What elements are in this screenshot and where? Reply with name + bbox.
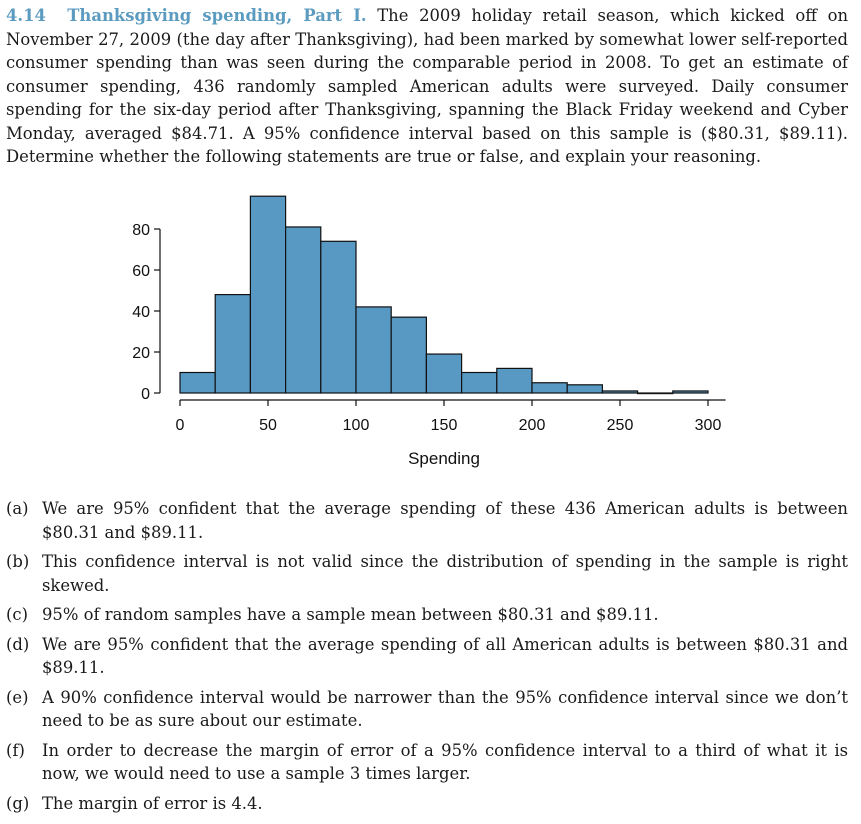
question-part-text: This confidence interval is not valid si… [42, 552, 848, 595]
question-part-label: (c) [6, 605, 28, 624]
exercise-title: Thanksgiving spending, Part I. [67, 6, 367, 25]
question-part: (e) A 90% confidence interval would be na… [6, 686, 848, 733]
question-part-text: A 90% confidence interval would be narro… [42, 687, 848, 731]
question-part: (c) 95% of random samples have a sample m… [6, 603, 848, 627]
x-tick-label: 150 [431, 417, 458, 434]
exercise-body: The 2009 holiday retail season, which ki… [6, 6, 848, 166]
question-part-label: (b) [6, 552, 30, 571]
histogram-bar [390, 316, 428, 394]
histogram-bar [179, 371, 216, 394]
question-part-text: The margin of error is 4.4. [42, 793, 263, 813]
y-tick-label: 20 [132, 345, 150, 362]
x-tick-label: 100 [343, 417, 370, 434]
question-part-label: (a) [6, 499, 29, 518]
histogram-bar [672, 390, 709, 394]
histogram-bar [461, 371, 498, 394]
exercise-intro: 4.14 Thanksgiving spending, Part I. The … [6, 4, 848, 169]
question-part: (a) We are 95% confident that the average… [6, 497, 848, 544]
y-axis: 0 20 40 60 80 [132, 222, 161, 403]
spending-histogram: 0 20 40 60 80 0 50 100 150 200 250 300 Spending [132, 195, 726, 468]
question-part-label: (d) [6, 634, 30, 654]
x-tick-label: 250 [607, 417, 634, 434]
x-axis: 0 50 100 150 200 250 300 [176, 399, 726, 434]
x-tick-label: 300 [695, 417, 722, 434]
question-part: (f) In order to decrease the margin of er… [6, 739, 848, 786]
histogram-bar [531, 382, 568, 394]
histogram-bar [601, 390, 639, 394]
question-part-text: In order to decrease the margin of error… [42, 740, 848, 784]
question-part-text: We are 95% confident that the average sp… [42, 634, 848, 678]
histogram-bar [285, 226, 322, 394]
y-tick-label: 60 [132, 263, 150, 280]
question-part-label: (e) [6, 687, 29, 707]
histogram-bar [636, 392, 674, 395]
histogram-bar [496, 367, 533, 394]
question-part: (b) This confidence interval is not valid… [6, 550, 848, 597]
histogram-bar [214, 293, 251, 394]
question-part: (d) We are 95% confident that the average… [6, 633, 848, 680]
question-parts: (a) We are 95% confident that the average… [6, 497, 848, 815]
question-part-text: 95% of random samples have a sample mean… [42, 605, 659, 624]
x-tick-label: 50 [259, 417, 277, 434]
histogram-bar [355, 306, 392, 394]
y-tick-label: 80 [132, 222, 150, 239]
histogram-bar [425, 353, 463, 394]
histogram-bars [179, 195, 709, 395]
question-part: (g) The margin of error is 4.4. [6, 792, 848, 816]
question-part-label: (g) [6, 793, 30, 813]
y-tick-label: 40 [132, 304, 150, 321]
question-part-label: (f) [6, 740, 25, 760]
exercise-number: 4.14 [6, 6, 46, 25]
x-axis-label: Spending [408, 449, 480, 468]
y-tick-label: 0 [141, 386, 150, 403]
histogram-bar [566, 384, 604, 394]
histogram-bar [320, 240, 357, 394]
histogram-bar [249, 195, 287, 394]
x-tick-label: 200 [519, 417, 546, 434]
x-tick-label: 0 [176, 417, 185, 434]
question-part-text: We are 95% confident that the average sp… [42, 499, 848, 542]
